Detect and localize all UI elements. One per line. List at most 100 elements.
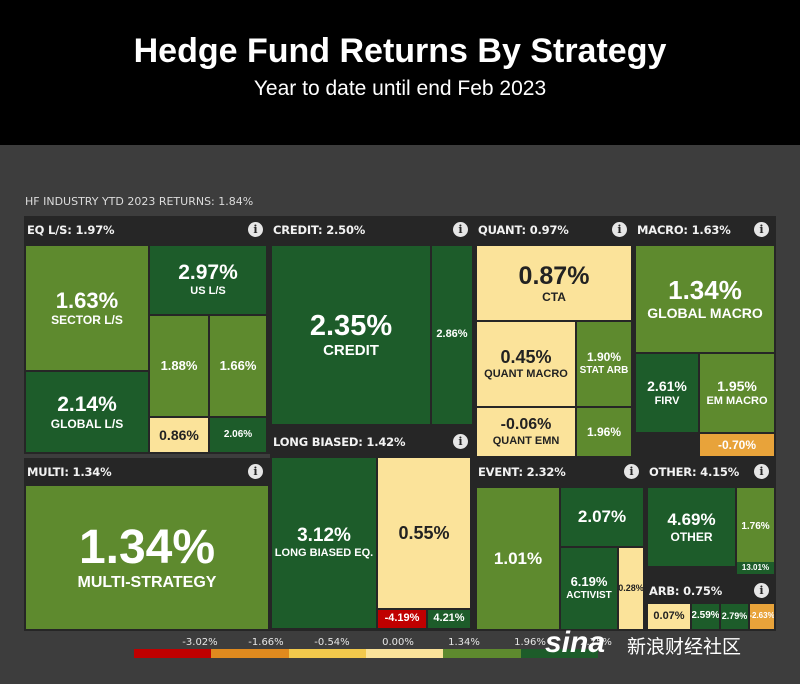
tile-long-biased-3[interactable]: 4.21%: [428, 610, 470, 628]
tile-long-biased-2[interactable]: -4.19%: [378, 610, 426, 628]
tile-long-biased-long-biased-eq[interactable]: 3.12% LONG BIASED EQ.: [272, 458, 376, 628]
sina-logo: sina: [545, 626, 606, 659]
legend-swatch: [288, 649, 366, 658]
tile-eq-l-s-us-l-s[interactable]: 2.97% US L/S: [150, 246, 266, 314]
tile-arb-2[interactable]: 2.79%: [721, 604, 748, 629]
group-header-eq-l-s: EQ L/S: 1.97%: [27, 223, 115, 237]
tile-value: 2.14%: [57, 392, 117, 416]
tile-value: -4.19%: [384, 612, 420, 625]
tile-value: 1.01%: [493, 548, 543, 568]
tile-event-activist[interactable]: 6.19% ACTIVIST: [561, 548, 617, 629]
tile-value: 13.01%: [741, 562, 770, 572]
color-scale-legend: [134, 649, 598, 658]
tile-other-1[interactable]: 1.76%: [737, 488, 774, 566]
tile-macro-global-macro[interactable]: 1.34% GLOBAL MACRO: [636, 246, 774, 352]
tile-label: GLOBAL MACRO: [647, 305, 763, 322]
tile-label: US L/S: [190, 285, 226, 298]
tile-other-2[interactable]: 13.01%: [737, 562, 774, 574]
legend-tick-label: 2.75%: [580, 637, 612, 648]
tile-value: 4.21%: [433, 612, 465, 625]
tile-eq-l-s-6[interactable]: 2.06%: [210, 418, 266, 452]
tile-value: 0.86%: [159, 426, 199, 443]
tile-other-other[interactable]: 4.69% OTHER: [648, 488, 735, 566]
tile-eq-l-s-3[interactable]: 1.88%: [150, 316, 208, 416]
legend-tick-label: 1.34%: [448, 637, 480, 648]
tile-label: QUANT MACRO: [484, 367, 568, 380]
tile-long-biased-1[interactable]: 0.55%: [378, 458, 470, 608]
group-header-macro: MACRO: 1.63%: [637, 223, 731, 237]
info-icon[interactable]: i: [612, 222, 627, 237]
info-icon[interactable]: i: [248, 464, 263, 479]
tile-label: GLOBAL L/S: [50, 416, 124, 431]
legend-swatch: [134, 649, 212, 658]
chart-subtitle: Year to date until end Feb 2023: [253, 77, 547, 100]
info-icon[interactable]: i: [754, 222, 769, 237]
tile-event-0[interactable]: 1.01%: [477, 488, 559, 629]
tile-eq-l-s-4[interactable]: 1.66%: [210, 316, 266, 416]
legend-tick-label: 0.00%: [382, 637, 414, 648]
tile-value: 1.76%: [741, 520, 770, 532]
tile-value: 1.90%: [586, 350, 622, 365]
info-icon[interactable]: i: [754, 583, 769, 598]
tile-multi-multi-strategy[interactable]: 1.34% MULTI-STRATEGY: [26, 486, 268, 629]
tile-value: -0.70%: [717, 437, 757, 452]
group-header-long-biased: LONG BIASED: 1.42%: [273, 435, 406, 449]
watermark-text: 新浪财经社区: [627, 636, 742, 658]
tile-label: STAT ARB: [579, 365, 629, 377]
tile-value: 1.96%: [586, 424, 622, 439]
tile-value: 1.63%: [55, 288, 119, 314]
info-icon[interactable]: i: [453, 222, 468, 237]
group-header-credit: CREDIT: 2.50%: [273, 223, 366, 237]
tile-eq-l-s-sector-l-s[interactable]: 1.63% SECTOR L/S: [26, 246, 148, 370]
tile-macro-em-macro[interactable]: 1.95% EM MACRO: [700, 354, 774, 432]
industry-return-label: HF INDUSTRY YTD 2023 RETURNS: 1.84%: [25, 195, 254, 208]
tile-arb-3[interactable]: -2.63%: [750, 604, 774, 629]
tile-credit-1[interactable]: 2.86%: [432, 246, 472, 424]
tile-quant-quant-macro[interactable]: 0.45% QUANT MACRO: [477, 322, 575, 406]
tile-value: 2.79%: [721, 610, 748, 621]
tile-value: 2.35%: [309, 309, 393, 342]
tile-value: 1.88%: [160, 358, 198, 374]
legend-swatch: [211, 649, 289, 658]
tile-label: MULTI-STRATEGY: [77, 574, 217, 592]
tile-value: 2.06%: [223, 428, 253, 440]
tile-value: 1.66%: [219, 358, 257, 374]
legend-swatch: [520, 649, 598, 658]
legend-swatch: [365, 649, 444, 658]
info-icon[interactable]: i: [754, 464, 769, 479]
info-icon[interactable]: i: [624, 464, 639, 479]
tile-value: 3.12%: [297, 525, 351, 547]
tile-value: 0.87%: [518, 261, 590, 290]
tile-macro-3[interactable]: -0.70%: [700, 434, 774, 456]
tile-label: SECTOR L/S: [51, 313, 123, 328]
tile-value: 4.69%: [667, 509, 716, 529]
legend-tick-label: -1.66%: [248, 637, 284, 648]
tile-value: 1.34%: [668, 275, 742, 305]
tile-quant-stat-arb[interactable]: 1.90% STAT ARB: [577, 322, 631, 406]
legend-tick-label: -0.54%: [314, 637, 350, 648]
tile-quant-cta[interactable]: 0.87% CTA: [477, 246, 631, 320]
chart-title: Hedge Fund Returns By Strategy: [133, 32, 667, 70]
tile-label: EM MACRO: [706, 394, 768, 407]
tile-macro-firv[interactable]: 2.61% FIRV: [636, 354, 698, 432]
tile-event-3[interactable]: 0.28%: [619, 548, 643, 629]
tile-arb-1[interactable]: 2.59%: [692, 604, 719, 629]
tile-quant-4[interactable]: 1.96%: [577, 408, 631, 456]
group-header-quant: QUANT: 0.97%: [478, 223, 569, 237]
tile-quant-quant-emn[interactable]: -0.06% QUANT EMN: [477, 408, 575, 456]
header-banner: [0, 0, 800, 145]
tile-eq-l-s-5[interactable]: 0.86%: [150, 418, 208, 452]
info-icon[interactable]: i: [453, 434, 468, 449]
tile-event-1[interactable]: 2.07%: [561, 488, 643, 546]
tile-value: 2.97%: [178, 261, 238, 285]
legend-tick-label: -3.02%: [182, 637, 218, 648]
info-icon[interactable]: i: [248, 222, 263, 237]
tile-credit-credit[interactable]: 2.35% CREDIT: [272, 246, 430, 424]
group-header-multi: MULTI: 1.34%: [27, 465, 112, 479]
tile-arb-0[interactable]: 0.07%: [648, 604, 690, 629]
tile-label: FIRV: [654, 394, 680, 407]
tile-eq-l-s-global-l-s[interactable]: 2.14% GLOBAL L/S: [26, 372, 148, 452]
tile-label: ACTIVIST: [566, 590, 612, 602]
tile-value: -2.63%: [750, 611, 774, 621]
tile-label: LONG BIASED EQ.: [274, 547, 374, 560]
